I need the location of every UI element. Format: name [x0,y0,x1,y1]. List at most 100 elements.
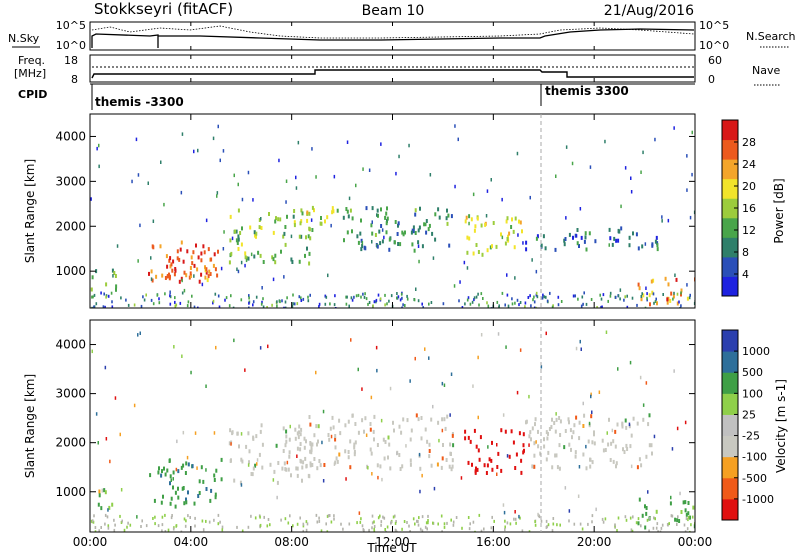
heatmap-cell [678,300,680,304]
heatmap-cell [676,426,679,431]
colorbar-swatch [722,477,738,500]
heatmap-cell [637,521,640,526]
heatmap-cell [427,514,429,518]
heatmap-cell [284,225,287,229]
heatmap-cell [622,447,624,452]
heatmap-cell [338,418,341,423]
heatmap-cell [473,428,476,433]
heatmap-cell [441,381,444,386]
heatmap-cell [570,447,572,452]
heatmap-cell [255,434,258,439]
heatmap-cell [308,211,311,216]
heatmap-cell [213,473,216,478]
heatmap-cell [330,434,333,439]
heatmap-cell [332,425,335,430]
heatmap-cell [475,295,478,299]
heatmap-cell [90,197,92,201]
heatmap-cell [528,434,531,439]
heatmap-cell [397,242,400,246]
heatmap-cell [471,300,474,304]
heatmap-cell [687,501,690,505]
heatmap-cell [412,225,415,230]
heatmap-cell [104,305,106,308]
heatmap-cell [655,526,658,530]
heatmap-cell [305,520,308,524]
heatmap-cell [356,234,359,239]
heatmap-cell [282,449,285,453]
heatmap-cell [93,293,96,297]
heatmap-cell [196,466,198,470]
heatmap-cell [111,502,114,507]
heatmap-cell [300,208,303,213]
heatmap-cell [353,445,356,450]
heatmap-cell [262,297,264,301]
heatmap-cell [137,333,139,337]
heatmap-cell [524,301,527,305]
heatmap-cell [682,500,685,505]
heatmap-cell [645,506,648,510]
heatmap-cell [159,244,162,249]
heatmap-cell [472,251,475,256]
heatmap-cell [531,464,534,469]
heatmap-cell [450,372,453,376]
heatmap-cell [204,275,207,280]
heatmap-cell [685,517,688,521]
heatmap-cell [474,470,477,475]
colorbar-tick-label: 4 [742,268,749,281]
heatmap-cell [443,522,446,526]
heatmap-cell [518,303,520,307]
heatmap-cell [540,519,543,523]
heatmap-cell [687,511,690,516]
heatmap-cell [555,174,557,178]
heatmap-cell [464,219,467,224]
heatmap-cell [479,435,482,440]
heatmap-cell [405,444,407,448]
heatmap-cell [296,302,299,306]
heatmap-cell [372,304,374,308]
heatmap-cell [446,221,449,226]
heatmap-cell [329,302,331,306]
heatmap-cell [98,493,101,498]
heatmap-cell [693,524,695,529]
heatmap-cell [432,404,434,409]
heatmap-cell [205,468,207,472]
heatmap-cell [248,306,250,308]
heatmap-cell [173,345,175,349]
noise-right-top: 10^5 [699,19,729,32]
heatmap-cell [604,448,607,452]
heatmap-cell [365,297,368,301]
heatmap-cell [114,523,116,527]
heatmap-cell [136,515,138,519]
colorbar-tick-label: 100 [742,387,763,400]
heatmap-cell [626,305,629,308]
heatmap-cell [501,235,504,240]
heatmap-cell [182,430,185,435]
heatmap-cell [640,170,642,174]
heatmap-cell [642,293,645,298]
heatmap-cell [441,417,444,422]
heatmap-cell [623,450,626,454]
heatmap-cell [420,416,423,420]
heatmap-cell [395,520,397,523]
heatmap-cell [608,417,610,422]
heatmap-cell [346,295,348,299]
heatmap-cell [177,469,180,474]
heatmap-cell [669,298,672,303]
heatmap-cell [500,428,503,433]
heatmap-cell [409,462,412,467]
heatmap-cell [361,387,363,391]
heatmap-cell [533,300,536,304]
heatmap-cell [317,424,320,429]
heatmap-cell [525,247,528,252]
heatmap-cell [459,280,461,284]
heatmap-cell [669,501,672,506]
heatmap-cell [236,241,239,245]
heatmap-cell [323,463,326,467]
heatmap-cell [466,298,469,302]
heatmap-cell [212,136,215,141]
heatmap-cell [637,246,640,251]
heatmap-cell [522,443,525,448]
heatmap-cell [650,279,653,284]
heatmap-cell [448,243,451,248]
heatmap-cell [478,457,481,462]
